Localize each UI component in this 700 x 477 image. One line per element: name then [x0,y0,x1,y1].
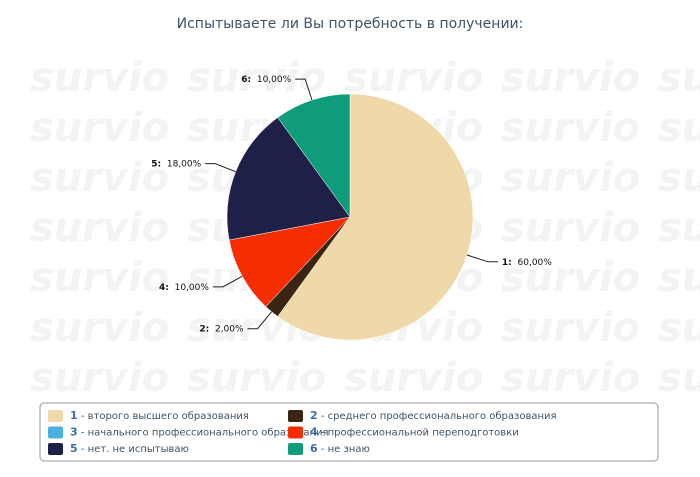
watermark-text: survio [658,55,700,101]
legend-swatch [288,410,303,422]
data-label-value: 10,00% [175,282,210,292]
data-label: 6: 10,00% [241,75,291,85]
legend-key: 4 [310,426,318,439]
watermark-text: survio [30,155,169,201]
watermark-text: survio [501,355,640,401]
data-label-value: 2,00% [215,324,244,334]
legend-entry[interactable]: 5 - нет. не испытываю [70,442,189,455]
data-label-key: 2: [199,324,209,334]
legend-key: 3 [70,426,78,439]
watermark-text: survio [187,55,326,101]
data-label: 4: 10,00% [159,282,209,292]
watermark-text: survio [658,205,700,251]
data-label-key: 6: [241,75,251,85]
leader-line [205,163,236,173]
watermark-text: survio [30,355,169,401]
leader-line [247,311,272,330]
legend-entry[interactable]: 2 - среднего профессионального образован… [310,409,557,422]
watermark-text: survio [658,355,700,401]
legend-label: - среднего профессионального образования [318,411,557,422]
watermark-text: survio [658,155,700,201]
data-label-key: 1: [502,257,512,267]
watermark-text: survio [658,105,700,151]
watermark-text: survio [501,205,640,251]
data-label: 1: 60,00% [502,257,552,267]
pie-slice [226,117,351,241]
leader-line [295,78,313,101]
watermark-text: survio [501,105,640,151]
legend-swatch [48,426,63,439]
watermark-text: survio [501,155,640,201]
legend-entry[interactable]: 4 - профессиональной переподготовки [310,426,519,439]
legend-key: 2 [310,409,318,422]
data-label: 5: 18,00% [151,159,201,169]
watermark-text: survio [30,105,169,151]
data-label-value: 18,00% [167,159,202,169]
data-label-key: 4: [159,282,169,292]
legend-label: - профессиональной переподготовки [318,428,519,439]
legend-swatch [48,443,63,455]
watermark-text: survio [501,55,640,101]
watermark-text: survio [30,305,169,351]
leader-line [212,275,243,288]
watermark-text: survio [30,55,169,101]
watermark-text: survio [501,305,640,351]
watermark-text: survio [344,355,483,401]
legend-swatch [288,443,303,455]
data-label-value: 10,00% [257,75,292,85]
watermark-text: survio [187,355,326,401]
watermark-text: survio [30,255,169,301]
legend-label: - не знаю [318,444,370,455]
watermark-text: survio [658,255,700,301]
pie-slice [277,93,474,341]
pie-slice [228,216,351,308]
legend-box [39,402,659,462]
legend-label: - начального профессионального образован… [78,428,329,439]
legend-key: 1 [70,409,78,422]
legend-label: - нет. не испытываю [78,444,189,455]
watermark-text: survio [30,205,169,251]
watermark-text: survio [501,255,640,301]
legend-swatch [48,410,63,422]
legend-key: 5 [70,442,78,455]
legend-key: 6 [310,442,318,455]
leader-line [466,254,498,263]
legend-entry[interactable]: 6 - не знаю [310,442,370,455]
data-label: 2: 2,00% [199,324,244,334]
legend-swatch [288,426,303,439]
legend-label: - второго высшего образования [78,411,249,422]
data-label-value: 60,00% [518,257,553,267]
watermark-text: survio [658,305,700,351]
pie-slice [277,93,351,218]
legend-entry[interactable]: 3 - начального профессионального образов… [70,426,329,439]
watermark-text: survio [344,55,483,101]
chart-title: Испытываете ли Вы потребность в получени… [177,16,524,32]
data-label-key: 5: [151,159,161,169]
legend-entry[interactable]: 1 - второго высшего образования [70,409,249,422]
